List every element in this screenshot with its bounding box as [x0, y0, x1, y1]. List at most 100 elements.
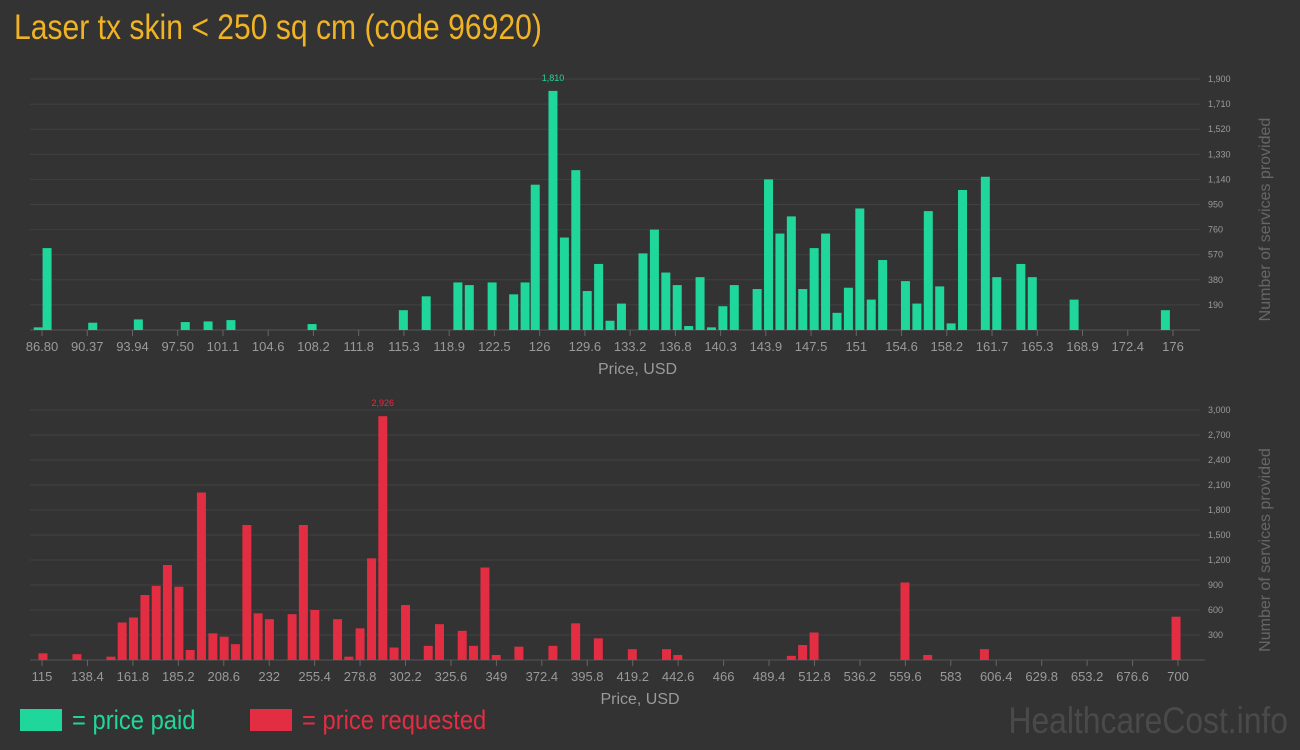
requested-bar — [242, 525, 252, 660]
paid-bar — [718, 306, 728, 330]
paid-x-tick-label: 140.3 — [704, 339, 737, 354]
requested-x-tick-label: 489.4 — [753, 669, 786, 684]
requested-bar — [196, 492, 206, 660]
paid-bar — [684, 326, 694, 330]
requested-bar — [264, 619, 274, 660]
requested-x-tick-label: 372.4 — [526, 669, 559, 684]
requested-x-tick-label: 395.8 — [571, 669, 604, 684]
requested-y-axis-title: Number of services provided — [1257, 448, 1274, 652]
requested-x-tick-label: 208.6 — [207, 669, 240, 684]
requested-bar — [38, 653, 48, 660]
requested-bar — [514, 646, 524, 660]
paid-x-tick-label: 101.1 — [207, 339, 240, 354]
paid-x-tick-label: 108.2 — [297, 339, 330, 354]
paid-x-tick-label: 111.8 — [343, 339, 374, 354]
requested-bar — [435, 624, 445, 660]
requested-y-tick-label: 1,800 — [1208, 505, 1231, 515]
paid-x-tick-label: 147.5 — [795, 339, 828, 354]
paid-y-tick-label: 760 — [1208, 225, 1223, 235]
chart-title: Laser tx skin < 250 sq cm (code 96920) — [14, 8, 542, 47]
paid-bar — [33, 327, 43, 330]
requested-bar — [423, 645, 433, 660]
requested-y-tick-label: 600 — [1208, 605, 1223, 615]
paid-bar — [1160, 310, 1170, 330]
requested-x-tick-label: 255.4 — [298, 669, 331, 684]
requested-y-tick-label: 2,700 — [1208, 430, 1231, 440]
requested-x-tick-label: 138.4 — [71, 669, 104, 684]
requested-x-tick-label: 583 — [940, 669, 962, 684]
paid-y-tick-label: 1,900 — [1208, 74, 1231, 84]
legend-paid: = price paid — [20, 705, 212, 735]
paid-bar — [605, 320, 615, 330]
paid-x-tick-label: 143.9 — [750, 339, 783, 354]
paid-bar — [1016, 263, 1026, 330]
requested-bar — [106, 656, 116, 660]
paid-bar — [672, 285, 682, 330]
paid-x-tick-label: 172.4 — [1111, 339, 1144, 354]
requested-y-tick-label: 1,500 — [1208, 530, 1231, 540]
paid-x-tick-label: 126 — [529, 339, 551, 354]
paid-bar — [571, 170, 581, 330]
paid-x-tick-label: 168.9 — [1066, 339, 1099, 354]
requested-x-tick-label: 302.2 — [389, 669, 422, 684]
requested-x-tick-label: 536.2 — [844, 669, 877, 684]
watermark: HealthcareCost.info — [1008, 700, 1288, 741]
requested-bar — [253, 613, 263, 660]
paid-x-tick-label: 104.6 — [252, 339, 285, 354]
paid-bar — [661, 272, 671, 330]
paid-x-tick-label: 133.2 — [614, 339, 647, 354]
requested-bar — [174, 586, 184, 660]
legend-requested-swatch — [250, 709, 292, 731]
requested-bar — [491, 655, 501, 660]
paid-bar — [487, 282, 497, 330]
paid-bar — [520, 282, 530, 330]
requested-x-tick-label: 700 — [1167, 669, 1189, 684]
requested-x-tick-label: 349 — [486, 669, 508, 684]
paid-bar — [226, 320, 236, 330]
requested-bar — [627, 649, 637, 660]
paid-bar — [843, 287, 853, 330]
requested-bar — [333, 619, 343, 660]
legend-paid-swatch — [20, 709, 62, 731]
paid-bar — [912, 303, 922, 330]
requested-bar — [287, 614, 297, 660]
paid-bar — [594, 263, 604, 330]
paid-x-tick-label: 129.6 — [569, 339, 602, 354]
paid-y-tick-label: 380 — [1208, 275, 1223, 285]
paid-bar — [832, 312, 842, 330]
requested-bar — [219, 636, 229, 660]
requested-bar — [593, 638, 603, 660]
paid-bar — [855, 208, 865, 330]
paid-bar — [878, 259, 888, 330]
paid-y-axis-title: Number of services provided — [1257, 118, 1274, 322]
requested-y-tick-label: 2,100 — [1208, 480, 1231, 490]
paid-bar — [809, 248, 819, 330]
requested-bar — [786, 655, 796, 660]
paid-bar — [559, 237, 569, 330]
paid-y-tick-label: 1,710 — [1208, 99, 1231, 109]
requested-bar — [72, 654, 82, 660]
paid-bar — [509, 294, 519, 330]
paid-y-tick-label: 1,140 — [1208, 174, 1231, 184]
paid-x-tick-label: 122.5 — [478, 339, 511, 354]
paid-bar — [453, 282, 463, 330]
requested-x-tick-label: 512.8 — [798, 669, 831, 684]
requested-bar — [662, 649, 672, 660]
requested-bar — [140, 595, 150, 660]
paid-bar — [180, 322, 190, 330]
requested-bar — [185, 650, 195, 660]
requested-bar — [117, 622, 127, 660]
legend-requested: = price requested — [250, 705, 511, 735]
paid-bar — [706, 327, 716, 330]
requested-x-tick-label: 419.2 — [616, 669, 649, 684]
requested-bar — [208, 633, 218, 660]
requested-x-tick-label: 232 — [258, 669, 280, 684]
requested-x-tick-label: 676.6 — [1116, 669, 1149, 684]
requested-bar — [230, 644, 240, 660]
requested-y-tick-label: 2,400 — [1208, 455, 1231, 465]
requested-bar — [571, 623, 581, 660]
paid-bar — [398, 310, 408, 330]
requested-y-tick-label: 3,000 — [1208, 405, 1231, 415]
paid-x-tick-label: 154.6 — [885, 339, 918, 354]
requested-bar — [548, 645, 558, 660]
